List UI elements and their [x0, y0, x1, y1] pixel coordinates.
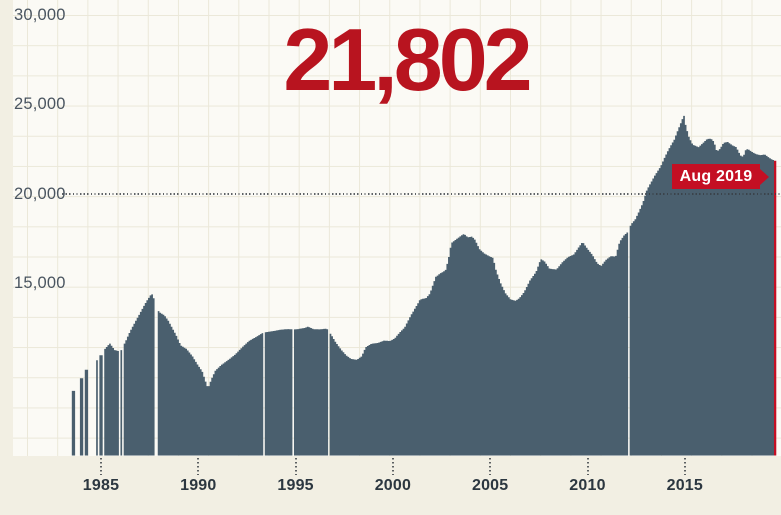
annotation-badge-background — [672, 164, 760, 189]
y-axis-label-15000: 15,000 — [14, 274, 66, 292]
x-axis-tick-2005 — [489, 458, 492, 475]
annotation-badge: Aug 2019 — [672, 164, 769, 189]
y-axis-label-25000: 25,000 — [14, 95, 66, 114]
x-axis-tick-1990 — [197, 458, 200, 475]
x-axis-tick-2000 — [391, 458, 394, 475]
reference-line-20000 — [62, 193, 781, 195]
x-axis-label-2010: 2010 — [569, 477, 606, 494]
headline-value: 21,802 — [283, 10, 532, 109]
x-axis-label-2000: 2000 — [374, 477, 412, 494]
x-axis-label-1995: 1995 — [277, 477, 314, 494]
series-area-path — [71, 115, 775, 456]
x-axis-tick-1995 — [294, 458, 297, 475]
x-axis-label-1990: 1990 — [180, 477, 217, 494]
x-axis-tick-2010 — [586, 458, 589, 475]
x-axis-tick-1985 — [100, 458, 102, 475]
x-axis-label-2005: 2005 — [471, 477, 509, 494]
y-axis-label-30000: 30,000 — [14, 6, 66, 24]
x-axis-label-2015: 2015 — [666, 477, 703, 494]
y-axis-label-20000: 20,000 — [14, 184, 66, 203]
x-axis-tick-2015 — [683, 458, 686, 475]
highlight-bar-aug-2019 — [773, 160, 777, 456]
x-axis-label-1985: 1985 — [82, 477, 120, 494]
annotation-badge-label: Aug 2019 — [679, 167, 753, 185]
annotation-badge-arrow-icon — [760, 168, 769, 185]
